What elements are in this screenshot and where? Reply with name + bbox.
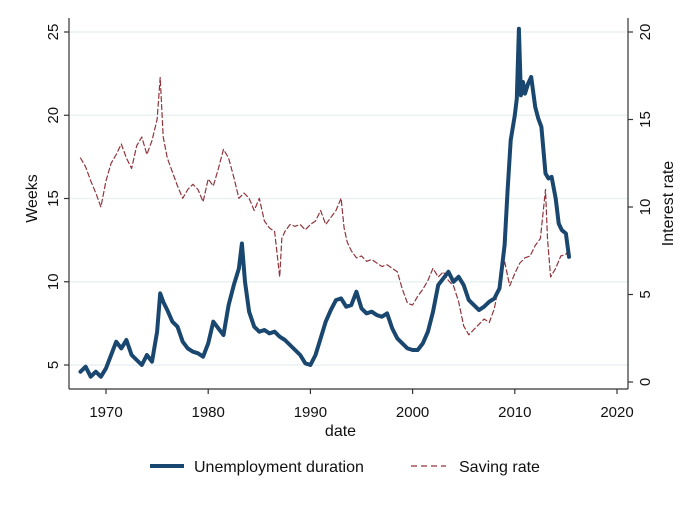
- tick-marks: 5 10 15 20 25 0 5 10 15 20 1970 1980 1990 2000 2010 202…: [45, 24, 654, 421]
- series-layer: [78, 26, 571, 379]
- y-tick-label-left: 5: [45, 361, 62, 369]
- y-tick-label-left: 10: [45, 273, 62, 290]
- y-tick-label-right: 10: [637, 199, 654, 216]
- x-tick-label: 1990: [294, 404, 327, 421]
- x-tick-label: 2020: [600, 404, 633, 421]
- legend-label-unemployment-duration: Unemployment duration: [194, 459, 364, 476]
- axes: [68, 18, 629, 390]
- x-tick-label: 1970: [89, 404, 122, 421]
- x-axis-title: date: [325, 423, 356, 440]
- x-tick-label: 1980: [192, 404, 225, 421]
- legend-label-saving-rate: Saving rate: [459, 459, 540, 476]
- x-tick-label: 2010: [498, 404, 531, 421]
- series-line-saving-rate: [79, 76, 570, 336]
- y-tick-label-right: 0: [637, 378, 654, 386]
- y-axis-right-title: Interest rate: [660, 161, 677, 246]
- y-tick-label-left: 20: [45, 107, 62, 124]
- series-line-unemployment-duration: [78, 26, 571, 379]
- y-axis-left-title: Weeks: [24, 174, 41, 223]
- x-tick-label: 2000: [396, 404, 429, 421]
- y-tick-label-right: 20: [637, 24, 654, 41]
- y-tick-label-right: 5: [637, 290, 654, 298]
- y-tick-label-left: 15: [45, 190, 62, 207]
- y-tick-label-right: 15: [637, 111, 654, 128]
- legend: Unemployment duration Saving rate: [150, 459, 540, 476]
- y-tick-label-left: 25: [45, 24, 62, 41]
